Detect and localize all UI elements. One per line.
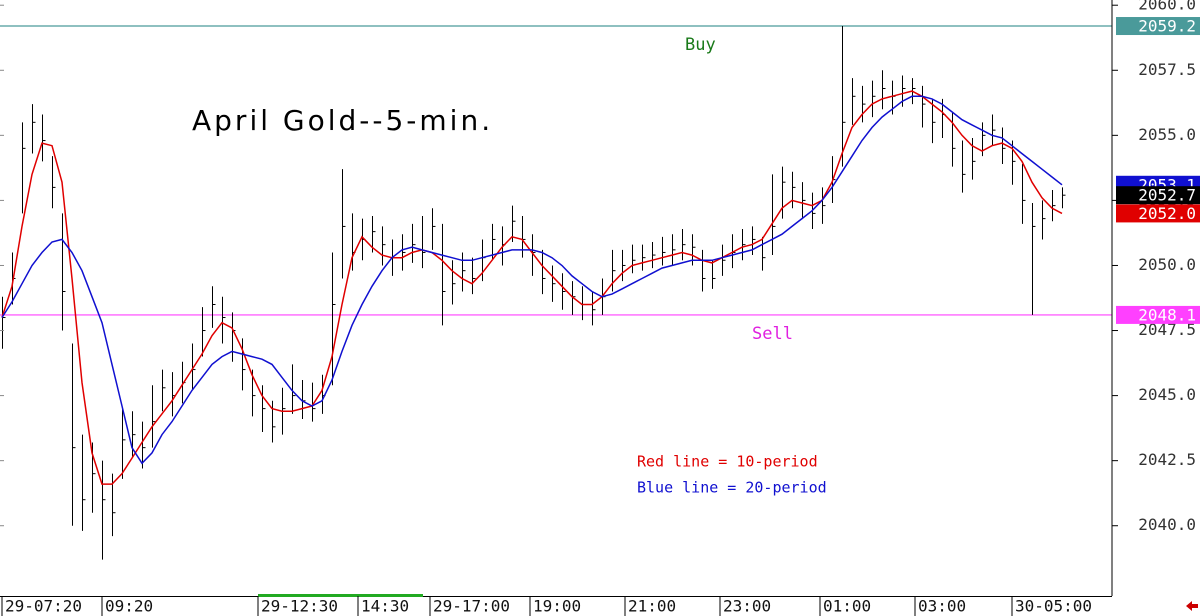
- level-label: Buy: [685, 35, 716, 55]
- price-tag: [1116, 305, 1200, 324]
- scroll-arrow[interactable]: [1186, 601, 1198, 611]
- price-tag: [1116, 17, 1200, 36]
- y-tick-label: 2050.0: [1138, 255, 1196, 274]
- price-tag: [1116, 186, 1200, 205]
- plot-area: Buy Sell Red line = 10-period Blue line = 2…: [0, 25, 1112, 560]
- y-tick-label: 2040.0: [1138, 515, 1196, 534]
- x-tick-label: 19:00: [533, 597, 581, 616]
- x-tick-label: 29-17:00: [433, 597, 510, 616]
- y-tick-label: 2060.0: [1138, 0, 1196, 14]
- session-marker: [258, 594, 423, 597]
- y-tick-label: 2045.0: [1138, 385, 1196, 404]
- moving-average-line: [1, 90, 1063, 485]
- price-tag-label: 2059.2: [1138, 17, 1196, 36]
- note: Red line = 10-period: [637, 453, 818, 471]
- x-tick-label: 03:00: [918, 597, 966, 616]
- y-tick-label: 2055.0: [1138, 125, 1196, 144]
- price-tag: [1116, 204, 1200, 223]
- x-tick-label: 30-05:00: [1015, 597, 1092, 616]
- note: Blue line = 20-period: [637, 479, 827, 497]
- x-tick-label: 21:00: [628, 597, 676, 616]
- price-tag-label: 2048.1: [1138, 305, 1196, 324]
- moving-average-line: [1, 95, 1063, 465]
- level-label: Sell: [752, 324, 793, 344]
- price-tag-label: 2052.7: [1138, 186, 1196, 205]
- price-tag-label: 2052.0: [1138, 204, 1196, 223]
- y-tick-label: 2042.5: [1138, 450, 1196, 469]
- x-tick-label: 09:20: [105, 597, 153, 616]
- x-tick-label: 01:00: [823, 597, 871, 616]
- x-tick-label: 29-12:30: [261, 597, 338, 616]
- x-tick-label: 23:00: [723, 597, 771, 616]
- x-tick-label: 29-07:20: [5, 597, 82, 616]
- y-tick-label: 2057.5: [1138, 60, 1196, 79]
- x-tick-label: 14:30: [361, 597, 409, 616]
- y-tick-label: 2047.5: [1138, 320, 1196, 339]
- chart-title: April Gold--5-min.: [192, 104, 493, 137]
